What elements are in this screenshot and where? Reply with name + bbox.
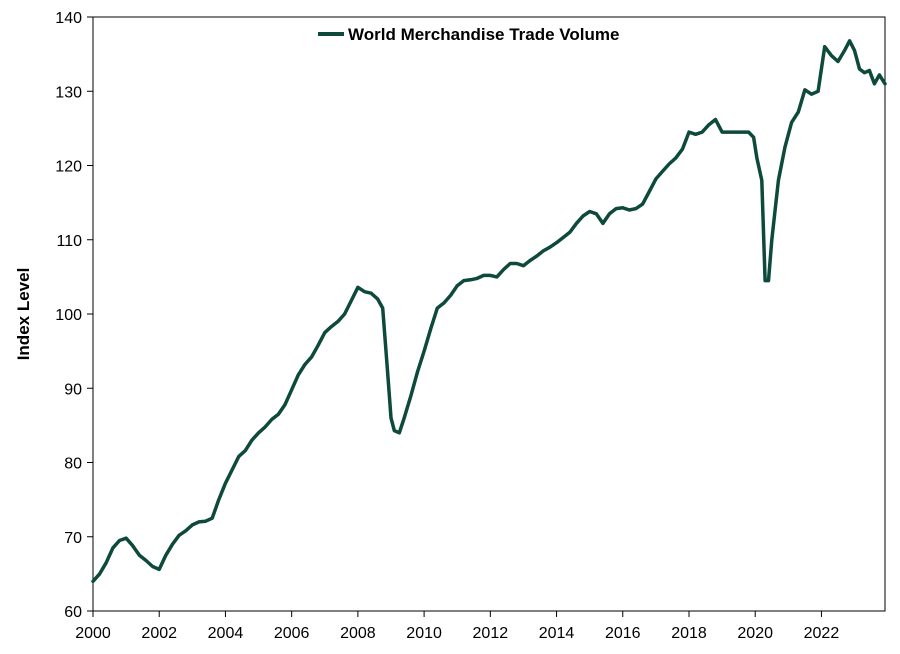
x-tick-label: 2010 <box>406 625 442 642</box>
plot-border <box>92 16 886 612</box>
x-tick-label: 2000 <box>75 625 111 642</box>
legend-label-world-merchandise-trade-volume: World Merchandise Trade Volume <box>348 25 619 44</box>
y-tick-label: 70 <box>64 530 82 547</box>
y-tick-label: 80 <box>64 456 82 473</box>
y-tick-label: 100 <box>55 307 82 324</box>
x-tick-label: 2014 <box>539 625 575 642</box>
x-tick-label: 2018 <box>671 625 707 642</box>
y-axis: 60 70 80 90 100 110 120 130 140 <box>55 10 93 621</box>
x-tick-label: 2020 <box>737 625 773 642</box>
x-tick-label: 2012 <box>473 625 509 642</box>
y-tick-label: 110 <box>56 233 82 250</box>
legend: World Merchandise Trade Volume <box>318 25 619 44</box>
plot-area <box>92 16 886 612</box>
x-axis: 2000 2002 2004 2006 2008 2010 2012 2014 2016 2018… <box>75 611 839 642</box>
x-tick-label: 2008 <box>340 625 376 642</box>
y-tick-label: 130 <box>55 84 82 101</box>
x-tick-label: 2022 <box>804 625 840 642</box>
series-layer <box>91 39 887 584</box>
x-tick-label: 2004 <box>208 625 244 642</box>
x-tick-label: 2002 <box>141 625 177 642</box>
y-axis-title: Index Level <box>14 268 33 361</box>
y-tick-label: 60 <box>64 604 82 621</box>
y-tick-label: 90 <box>64 381 82 398</box>
y-tick-label: 140 <box>55 10 82 27</box>
series-line-world-merchandise-trade-volume <box>91 39 887 584</box>
y-tick-label: 120 <box>55 159 82 176</box>
x-tick-label: 2006 <box>274 625 310 642</box>
x-tick-label: 2016 <box>605 625 641 642</box>
